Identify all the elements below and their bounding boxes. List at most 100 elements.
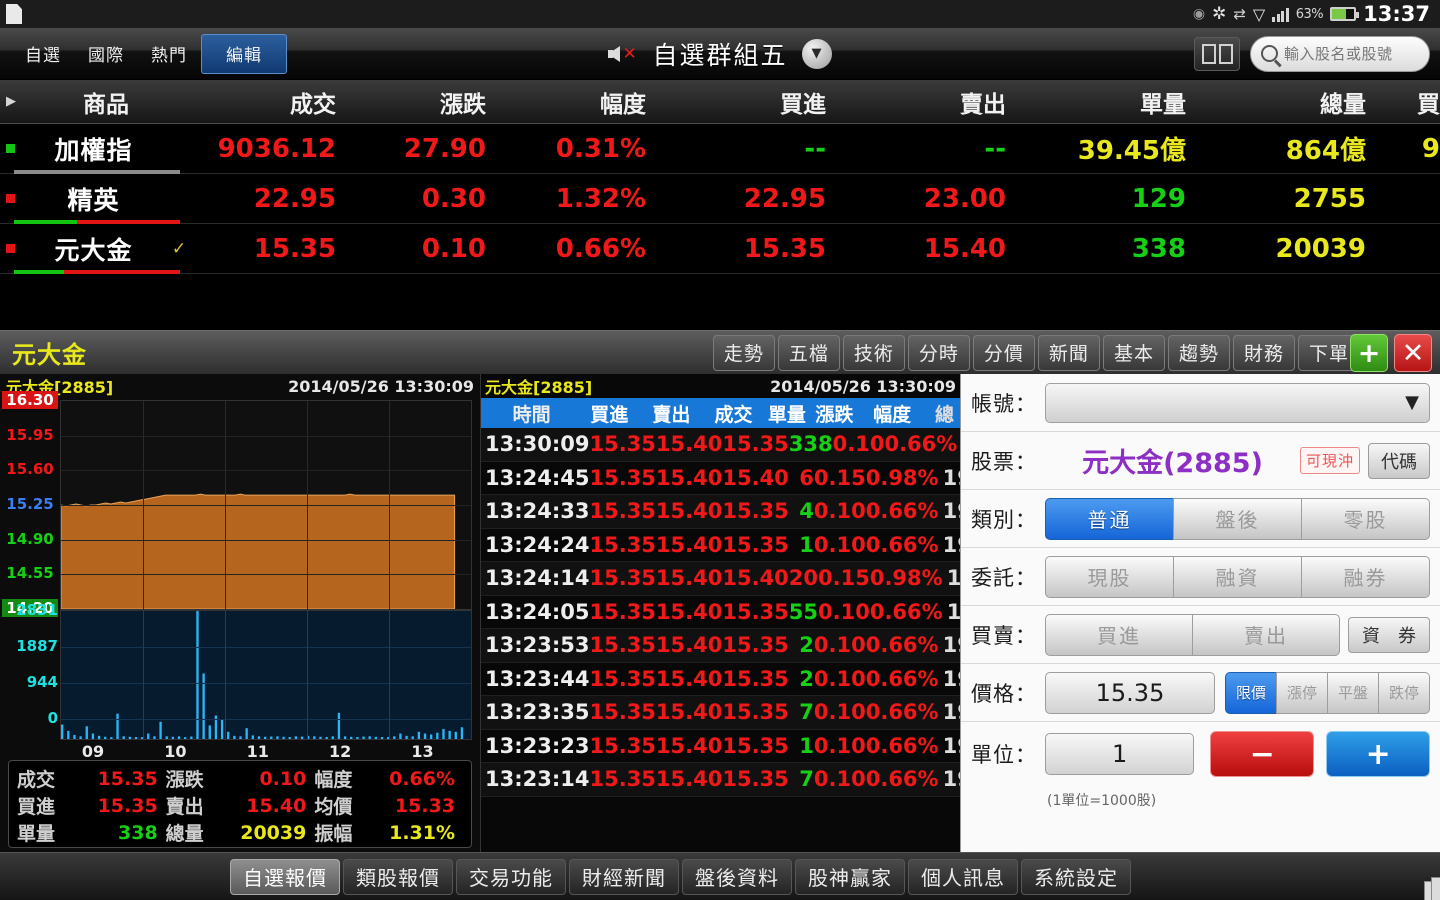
- col-head-change[interactable]: 漲跌: [440, 91, 486, 118]
- category-option-label: 盤後: [1215, 508, 1260, 532]
- stock-row: 股票： 元大金(2885) 可現沖 代碼: [961, 432, 1440, 490]
- quote-table: ▶ 商品 成交 漲跌 幅度 買進 賣出 單量 總量 買 加權指 9036.12 27…: [0, 80, 1440, 274]
- detail-tab-3[interactable]: 分時: [907, 334, 970, 371]
- bottom-nav-item-3[interactable]: 財經新聞: [569, 858, 679, 895]
- price-type-option-1[interactable]: 漲停: [1276, 671, 1327, 714]
- table-row[interactable]: 精英 22.95 0.30 1.32% 22.95 23.00 129 2755: [0, 174, 1440, 224]
- price-type-option-label: 限價: [1235, 684, 1266, 702]
- toolbar-tab-0[interactable]: 自選: [12, 34, 74, 74]
- expand-arrow-icon[interactable]: ▶: [6, 94, 16, 109]
- table-row[interactable]: 加權指 9036.12 27.90 0.31% -- -- 39.45億 864億 9: [0, 124, 1440, 174]
- table-row[interactable]: 元大金 ✓ 15.35 0.10 0.66% 15.35 15.40 338 20039: [0, 224, 1440, 274]
- bottom-nav-item-2[interactable]: 交易功能: [456, 858, 566, 895]
- col-head-pct[interactable]: 幅度: [600, 91, 646, 118]
- bottom-nav-item-7[interactable]: 系統設定: [1021, 858, 1131, 895]
- category-option-0[interactable]: 普通: [1045, 497, 1173, 540]
- quote-cell-pct: 0.31%: [555, 133, 646, 164]
- window-buttons: + ✕: [1350, 334, 1432, 372]
- tick-bid: 15.35: [589, 432, 656, 457]
- decrease-unit-button[interactable]: −: [1210, 731, 1314, 777]
- tick-col-bid: 買進: [590, 403, 629, 426]
- quote-cell-trade: 15.35: [253, 233, 336, 264]
- col-head-trade[interactable]: 成交: [290, 91, 336, 118]
- detail-tab-8[interactable]: 財務: [1232, 334, 1295, 371]
- chevron-down-icon[interactable]: ▼: [801, 38, 832, 69]
- account-select[interactable]: ▼: [1045, 382, 1430, 423]
- price-input[interactable]: 15.35: [1045, 671, 1215, 714]
- entrust-option-2[interactable]: 融券: [1301, 555, 1430, 598]
- detail-tab-0[interactable]: 走勢: [712, 334, 775, 371]
- increase-unit-button[interactable]: +: [1326, 731, 1430, 777]
- grid-line: [61, 683, 471, 684]
- side-option-0[interactable]: 買進: [1045, 613, 1192, 656]
- col-head-name[interactable]: 商品: [83, 91, 129, 118]
- toolbar-tab-1[interactable]: 國際: [75, 34, 137, 74]
- detail-tab-5[interactable]: 新聞: [1037, 334, 1100, 371]
- volume-chart[interactable]: 2831 1887 944 0 09 10 11 12 13: [0, 601, 472, 761]
- summary-row: 買進 15.35 賣出 15.40 均價 15.33: [17, 792, 463, 819]
- detail-tab-9[interactable]: 下單: [1297, 334, 1360, 371]
- document-icon: [6, 4, 22, 24]
- tick-extra: 19: [946, 599, 960, 624]
- tick-extra: 19: [942, 499, 960, 524]
- detail-tab-1[interactable]: 五檔: [777, 334, 840, 371]
- entrust-option-1[interactable]: 融資: [1173, 555, 1301, 598]
- toolbar-tab-3[interactable]: 編輯: [201, 33, 287, 74]
- summary-row: 成交 15.35 漲跌 0.10 幅度 0.66%: [17, 765, 463, 792]
- quote-name-cell[interactable]: 元大金 ✓: [0, 231, 190, 267]
- price-type-option-3[interactable]: 跌停: [1378, 671, 1430, 714]
- price-chart[interactable]: 16.30 15.95 15.60 15.25 14.90 14.55 14.20: [0, 391, 472, 617]
- col-head-total[interactable]: 總量: [1320, 91, 1366, 118]
- entrust-option-0[interactable]: 現股: [1045, 555, 1173, 598]
- search-input[interactable]: 輸入股名或股號: [1250, 35, 1430, 72]
- tick-extra: 19: [942, 767, 960, 792]
- detail-tab-4[interactable]: 分價: [972, 334, 1035, 371]
- split-view-icon[interactable]: [1194, 36, 1240, 71]
- quote-cell-single: 39.45億: [1077, 136, 1186, 166]
- detail-tab-7[interactable]: 趨勢: [1167, 334, 1230, 371]
- category-option-2[interactable]: 零股: [1301, 497, 1430, 540]
- bottom-nav-item-0[interactable]: 自選報價: [230, 858, 340, 895]
- toolbar-tab-2[interactable]: 熱門: [138, 34, 200, 74]
- quote-name-cell[interactable]: 精英: [0, 181, 190, 217]
- col-head-ask[interactable]: 賣出: [960, 91, 1006, 118]
- tick-columns-header: 時間 買進 賣出 成交 單量 漲跌 幅度 總: [481, 398, 960, 428]
- tick-ask: 15.40: [655, 767, 723, 792]
- detail-tab-2[interactable]: 技術: [842, 334, 905, 371]
- category-option-1[interactable]: 盤後: [1173, 497, 1301, 540]
- quote-name-cell[interactable]: 加權指: [0, 131, 190, 167]
- bottom-nav-label: 交易功能: [469, 866, 553, 890]
- bottom-nav-item-5[interactable]: 股神贏家: [795, 858, 905, 895]
- bottom-nav-item-4[interactable]: 盤後資料: [682, 858, 792, 895]
- mute-icon[interactable]: ✕: [608, 41, 638, 67]
- stock-label: 股票：: [971, 449, 1037, 474]
- tick-extra: 19: [942, 700, 960, 725]
- unit-input[interactable]: 1: [1045, 733, 1195, 775]
- price-type-option-0[interactable]: 限價: [1225, 671, 1276, 714]
- tick-volume: 6: [799, 465, 814, 490]
- detail-tab-6[interactable]: 基本: [1102, 334, 1165, 371]
- col-head-single[interactable]: 單量: [1140, 91, 1186, 118]
- margin-button[interactable]: 資 券: [1348, 616, 1430, 653]
- add-window-button[interactable]: +: [1350, 334, 1388, 372]
- code-button[interactable]: 代碼: [1368, 442, 1430, 479]
- bottom-nav-item-6[interactable]: 個人訊息: [908, 858, 1018, 895]
- bottom-nav-item-1[interactable]: 類股報價: [343, 858, 453, 895]
- side-option-1[interactable]: 賣出: [1192, 613, 1340, 656]
- close-panel-button[interactable]: ✕: [1394, 334, 1432, 372]
- col-head-extra[interactable]: 買: [1417, 91, 1440, 118]
- col-head-bid[interactable]: 買進: [780, 91, 826, 118]
- price-type-option-2[interactable]: 平盤: [1327, 671, 1378, 714]
- entrust-label: 委託：: [971, 565, 1037, 590]
